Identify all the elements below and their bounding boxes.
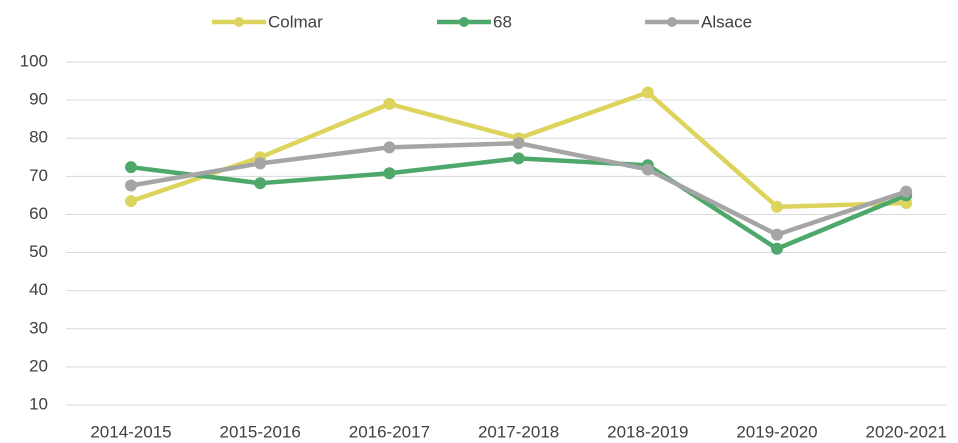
legend-marker: [459, 17, 469, 27]
data-point: [900, 185, 913, 198]
data-point: [254, 157, 267, 170]
series-line: [130, 90, 907, 210]
data-point: [383, 167, 396, 180]
x-tick-label: 2016-2017: [349, 422, 430, 441]
y-tick-label: 80: [29, 128, 48, 147]
legend-label: 68: [493, 12, 512, 31]
y-tick-label: 70: [29, 166, 48, 185]
y-tick-label: 10: [29, 394, 48, 413]
x-tick-label: 2020-2021: [866, 422, 947, 441]
data-point: [641, 86, 654, 99]
legend-marker: [667, 17, 677, 27]
y-tick-label: 60: [29, 204, 48, 223]
x-tick-label: 2017-2018: [478, 422, 559, 441]
legend-label: Alsace: [701, 12, 752, 31]
y-tick-label: 40: [29, 280, 48, 299]
data-point: [383, 97, 396, 110]
data-point: [125, 179, 137, 192]
data-point: [512, 152, 525, 165]
x-tick-label: 2015-2016: [220, 422, 301, 441]
data-point: [771, 200, 783, 213]
data-point: [254, 177, 267, 190]
data-point: [771, 228, 783, 241]
data-point: [771, 242, 783, 255]
y-tick-label: 30: [29, 318, 48, 337]
series-line: [130, 156, 908, 251]
x-tick-label: 2018-2019: [607, 422, 688, 441]
data-point: [512, 137, 525, 150]
legend-marker: [234, 17, 244, 27]
y-tick-label: 20: [29, 356, 48, 375]
data-point: [641, 163, 654, 176]
y-tick-label: 50: [29, 242, 48, 261]
data-point: [125, 195, 137, 208]
legend-label: Colmar: [268, 12, 323, 31]
data-point: [125, 161, 137, 174]
y-tick-label: 100: [20, 51, 48, 70]
x-tick-label: 2019-2020: [736, 422, 817, 441]
y-tick-label: 90: [29, 90, 48, 109]
data-point: [383, 141, 396, 154]
x-tick-label: 2014-2015: [90, 422, 171, 441]
